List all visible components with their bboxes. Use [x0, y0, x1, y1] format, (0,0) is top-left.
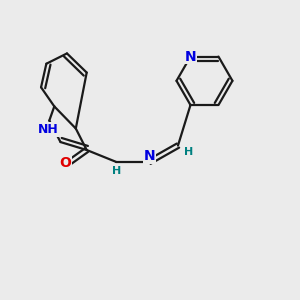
Text: N: N [185, 50, 196, 64]
Text: H: H [112, 166, 122, 176]
Text: N: N [144, 149, 155, 164]
Text: H: H [184, 147, 193, 157]
Text: NH: NH [38, 123, 58, 136]
Text: O: O [59, 156, 71, 170]
